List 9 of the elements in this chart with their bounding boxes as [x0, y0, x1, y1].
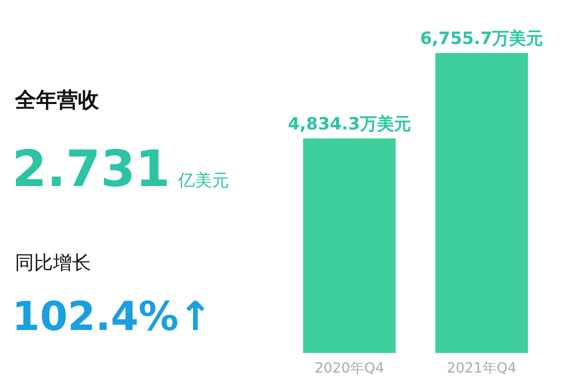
x-tick-label: 2020年Q4 [314, 360, 384, 376]
x-tick-label: 2021年Q4 [446, 360, 517, 376]
text: 102.4%↑ [12, 294, 212, 340]
text: 2.731 [12, 140, 170, 198]
text: 亿美元 [177, 171, 229, 191]
text: 全年营收 [14, 88, 100, 112]
data-label: 6,755.7万美元 [420, 29, 544, 49]
text: 同比增长 [15, 252, 91, 274]
data-label: 4,834.3万美元 [288, 114, 411, 134]
